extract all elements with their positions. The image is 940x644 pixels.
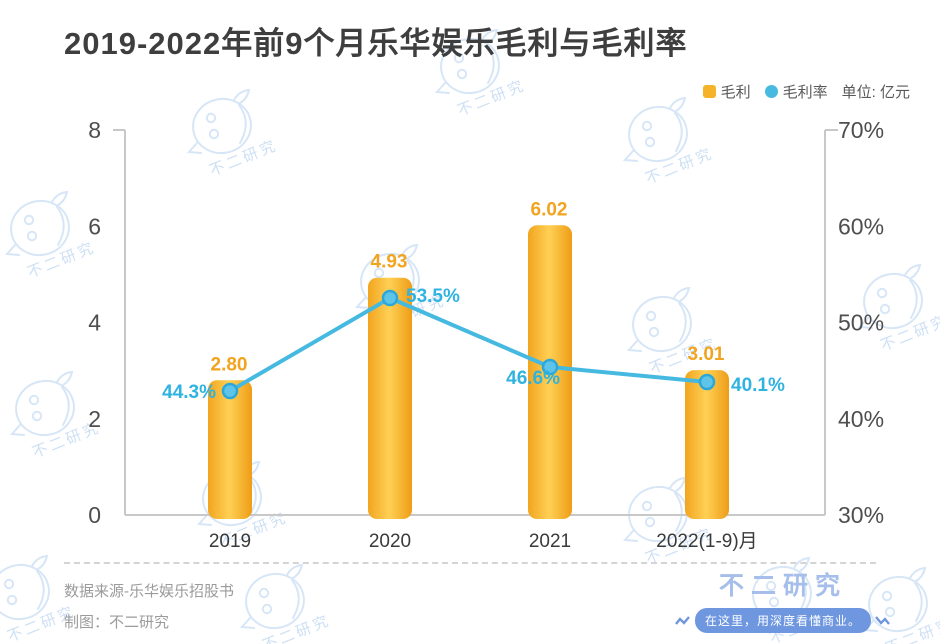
- margin-dot-2020: [381, 289, 399, 307]
- margin-swatch-icon: [764, 85, 778, 98]
- right-axis-tick-label: 70%: [838, 117, 884, 143]
- legend-item-margin: 毛利率: [764, 81, 828, 102]
- margin-value-label: 44.3%: [162, 382, 216, 403]
- right-axis-tick-label: 60%: [838, 213, 884, 239]
- legend-item-profit: 毛利: [702, 81, 751, 102]
- margin-dot-2019: [221, 382, 239, 400]
- right-axis-tick-label: 30%: [838, 502, 884, 528]
- left-axis-tick-label: 8: [88, 117, 101, 143]
- margin-value-label: 53.5%: [406, 286, 460, 307]
- left-axis-tick-label: 2: [88, 406, 101, 432]
- margin-dot-2021: [541, 358, 559, 376]
- bar-2022(1-9)月: [685, 370, 729, 519]
- x-axis-label: 2022(1-9)月: [656, 531, 757, 552]
- left-axis-tick-label: 0: [88, 502, 101, 528]
- margin-value-label: 40.1%: [731, 375, 785, 396]
- legend: 毛利 毛利率 单位: 亿元: [702, 81, 910, 102]
- bar-value-label: 3.01: [688, 344, 725, 365]
- x-axis-label: 2021: [529, 531, 571, 552]
- bar-2019: [208, 380, 252, 519]
- bar-value-label: 6.02: [531, 199, 568, 220]
- right-axis-tick-label: 40%: [838, 406, 884, 432]
- left-axis-tick-label: 6: [88, 213, 101, 239]
- left-axis-tick-label: 4: [88, 310, 101, 336]
- profit-swatch-icon: [702, 85, 716, 98]
- bar-2020: [368, 277, 412, 519]
- right-axis-tick-label: 50%: [838, 310, 884, 336]
- x-axis-label: 2019: [209, 531, 251, 552]
- profit-legend-label: 毛利: [720, 84, 751, 101]
- margin-legend-label: 毛利率: [782, 84, 828, 101]
- chart-title: 2019-2022年前9个月乐华娱乐毛利与毛利率: [64, 26, 688, 61]
- margin-value-label: 46.6%: [506, 368, 560, 389]
- unit-label: 单位: 亿元: [841, 84, 910, 101]
- margin-line: [228, 296, 708, 393]
- margin-dot-2022(1-9)月: [698, 373, 716, 391]
- x-axis-label: 2020: [369, 531, 411, 552]
- bar-value-label: 4.93: [371, 252, 408, 273]
- bar-value-label: 2.80: [211, 354, 248, 375]
